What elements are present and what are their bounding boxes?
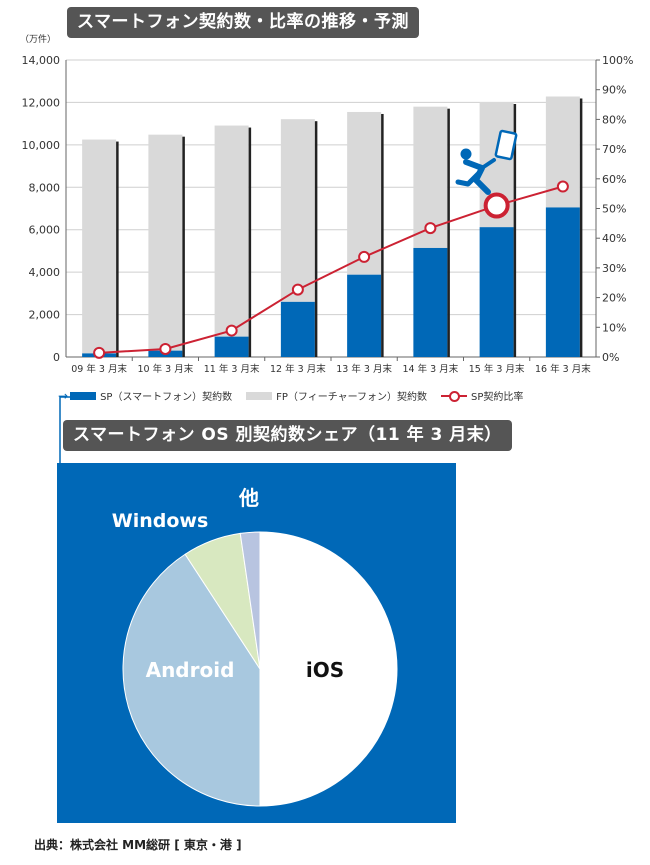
person-head [460, 148, 472, 160]
bar-sp [413, 247, 448, 357]
ratio-point [424, 222, 437, 235]
chart-legend: → SP（スマートフォン）契約数 FP（フィーチャーフォン）契約数 SP契約比率 [58, 388, 537, 404]
y-tick-label: 4,000 [29, 266, 61, 279]
ratio-point [556, 180, 569, 193]
running-person-icon [455, 129, 518, 195]
bar-line-chart: 0 2,000 4,000 6,000 8,000 10,000 12,000 14,000 0… [20, 33, 633, 375]
y2-tick-label: 50% [602, 203, 626, 216]
phone-icon [494, 129, 518, 161]
y2-tick-label: 80% [602, 113, 626, 126]
bar-shadow [116, 141, 119, 357]
bar-shadow [381, 113, 384, 357]
bar-shadow [182, 136, 185, 357]
ratio-point [358, 250, 371, 263]
y-tick-label: 14,000 [22, 54, 61, 67]
x-tick-label: 12 年 3 月末 [270, 363, 326, 375]
y2-tick-label: 70% [602, 143, 626, 156]
bar-fp [214, 125, 249, 337]
y2-tick-label: 20% [602, 292, 626, 305]
ratio-point [159, 342, 172, 355]
ratio-point [291, 283, 304, 296]
y2-tick-label: 60% [602, 173, 626, 186]
bar-fp [148, 134, 183, 351]
y-tick-label: 8,000 [29, 181, 61, 194]
x-tick-label: 10 年 3 月末 [138, 363, 194, 375]
bar-fp [280, 119, 315, 302]
person-leg [455, 170, 482, 187]
legend-label-fp: FP（フィーチャーフォン）契約数 [276, 392, 428, 403]
x-tick-label: 16 年 3 月末 [535, 363, 591, 375]
y2-tick-label: 100% [602, 54, 633, 67]
y2-tick-label: 10% [602, 321, 626, 334]
bar-fp [82, 139, 117, 354]
ratio-point [225, 324, 238, 337]
pie-slice [239, 531, 261, 670]
os-share-pie-chart: iOS Android Windows 他 [112, 486, 398, 807]
pie-title: スマートフォン OS 別契約数シェア（11 年 3 月末） [63, 420, 512, 451]
legend-swatch-sp [70, 391, 97, 400]
bar-shadow [248, 127, 252, 357]
x-tick-label: 09 年 3 月末 [71, 363, 127, 375]
bar-shadow [579, 98, 583, 357]
y-tick-label: 10,000 [22, 139, 61, 152]
legend-swatch-fp [246, 391, 273, 400]
y-tick-label: 6,000 [29, 224, 61, 237]
y2-tick-label: 40% [602, 232, 626, 245]
legend-item-sp: SP（スマートフォン）契約数 [70, 388, 232, 403]
pie-panel: iOS Android Windows 他 [57, 463, 456, 823]
y2-tick-label: 90% [602, 84, 626, 97]
legend-item-fp: FP（フィーチャーフォン）契約数 [246, 388, 427, 403]
legend-item-ratio: SP契約比率 [441, 388, 523, 403]
bar-shadow [513, 104, 517, 357]
x-tick-label: 13 年 3 月末 [336, 363, 392, 375]
pie-slice [259, 531, 398, 807]
legend-label-sp: SP（スマートフォン）契約数 [100, 392, 233, 403]
pie-slice-label: 他 [238, 486, 259, 510]
legend-connector-arrow-icon: → [58, 388, 69, 403]
pie-slice-label: Windows [112, 510, 209, 532]
source-note: 出典：株式会社 MM総研 [ 東京・港 ] [34, 838, 242, 852]
chart-title: スマートフォン契約数・比率の推移・予測 [67, 7, 419, 38]
x-tick-label: 14 年 3 月末 [403, 363, 459, 375]
ratio-point [93, 346, 106, 359]
bar-sp [479, 227, 514, 357]
legend-swatch-ratio [441, 390, 468, 402]
bar-sp [280, 301, 315, 357]
y2-tick-label: 0% [602, 351, 619, 364]
y-tick-label: 12,000 [22, 96, 61, 109]
x-tick-label: 11 年 3 月末 [204, 363, 260, 375]
y-tick-label: 2,000 [29, 309, 61, 322]
y-tick-label: 0 [53, 351, 60, 364]
ratio-point [483, 192, 510, 219]
y-axis-unit: （万件） [20, 33, 56, 45]
bar-fp [347, 111, 382, 275]
x-tick-label: 15 年 3 月末 [469, 363, 525, 375]
bar-shadow [314, 121, 318, 357]
pie-slice-label: iOS [306, 658, 344, 682]
bar-sp [545, 207, 580, 357]
pie-slice-label: Android [146, 658, 235, 682]
person-arm [480, 158, 496, 170]
y2-tick-label: 30% [602, 262, 626, 275]
bar-shadow [447, 108, 450, 358]
legend-label-ratio: SP契約比率 [471, 392, 524, 403]
bar-sp [347, 274, 382, 357]
bar-sp [214, 336, 249, 357]
